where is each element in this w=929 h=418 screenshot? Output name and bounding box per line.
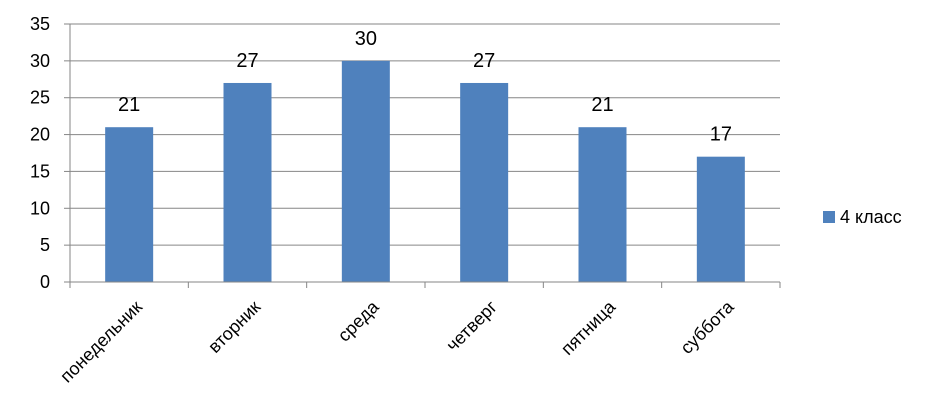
axes <box>64 23 781 288</box>
bar <box>341 60 390 282</box>
data-label: 21 <box>591 94 613 116</box>
bars <box>105 60 745 282</box>
data-label: 30 <box>355 28 377 50</box>
legend: 4 класс <box>823 207 902 227</box>
y-tick-label: 25 <box>30 88 50 108</box>
bar <box>460 82 509 282</box>
data-label: 21 <box>118 94 140 116</box>
bar <box>578 127 627 282</box>
category-label: суббота <box>676 296 738 358</box>
bar <box>223 82 272 282</box>
data-label: 17 <box>710 124 732 146</box>
category-label: понедельник <box>56 297 146 387</box>
y-tick-label: 0 <box>40 272 50 292</box>
category-label: пятница <box>557 296 620 359</box>
category-label: четверг <box>442 296 501 355</box>
y-tick-label: 30 <box>30 51 50 71</box>
category-labels: понедельник вторник среда четверг пятница суб… <box>56 296 738 386</box>
category-label: среда <box>334 296 384 346</box>
data-label: 27 <box>236 50 258 72</box>
category-label: вторник <box>204 297 264 357</box>
y-tick-labels: 0 5 10 15 20 25 30 35 <box>30 14 50 292</box>
bar <box>696 156 745 282</box>
legend-swatch <box>823 211 835 223</box>
legend-label: 4 класс <box>840 207 902 227</box>
y-tick-label: 15 <box>30 161 50 181</box>
y-tick-label: 10 <box>30 198 50 218</box>
y-tick-label: 20 <box>30 125 50 145</box>
data-labels: 21 27 30 27 21 17 <box>118 28 732 146</box>
gridlines <box>70 23 780 246</box>
y-tick-label: 35 <box>30 14 50 34</box>
data-label: 27 <box>473 50 495 72</box>
bar <box>105 127 154 282</box>
y-tick-label: 5 <box>40 235 50 255</box>
